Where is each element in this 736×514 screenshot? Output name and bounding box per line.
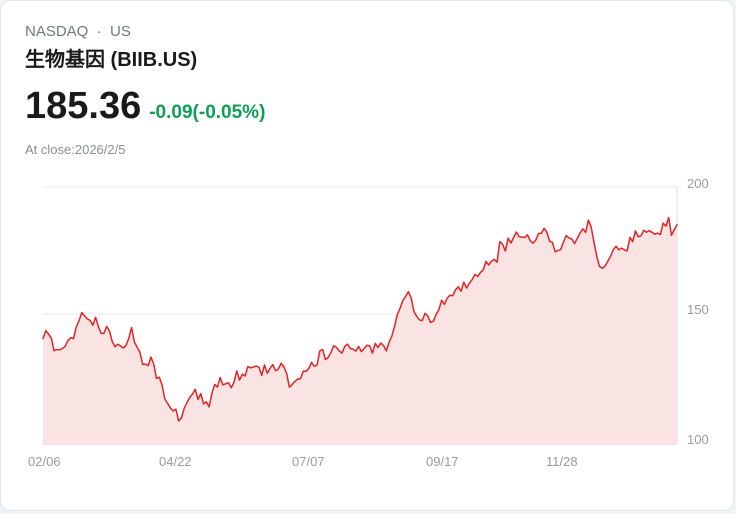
svg-text:200: 200 bbox=[687, 176, 709, 191]
svg-text:100: 100 bbox=[687, 432, 709, 447]
svg-text:09/17: 09/17 bbox=[426, 454, 459, 469]
svg-text:02/06: 02/06 bbox=[28, 454, 61, 469]
svg-text:04/22: 04/22 bbox=[159, 454, 192, 469]
svg-text:150: 150 bbox=[687, 302, 709, 317]
svg-text:07/07: 07/07 bbox=[292, 454, 325, 469]
svg-text:11/28: 11/28 bbox=[546, 454, 578, 469]
